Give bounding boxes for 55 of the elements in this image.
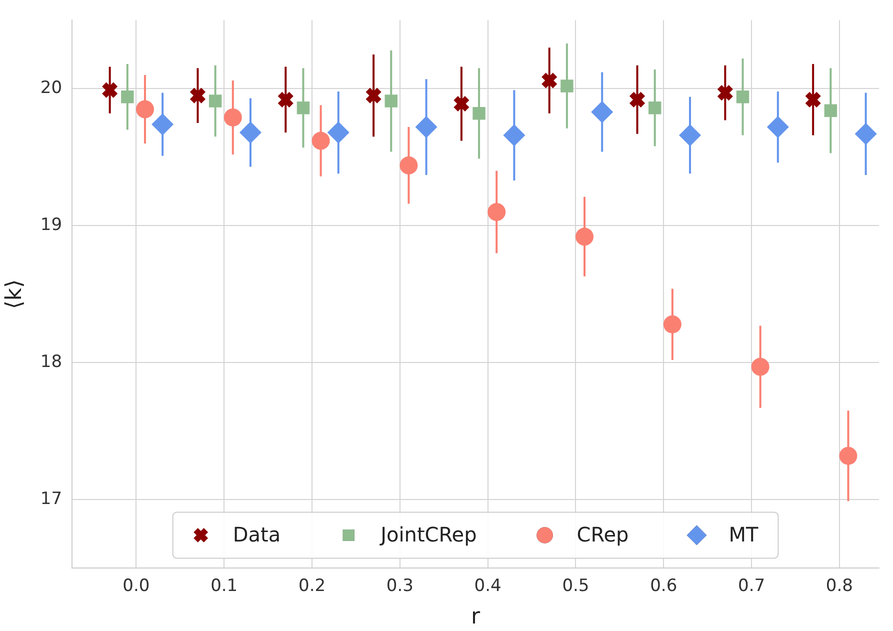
point — [591, 100, 614, 123]
point — [327, 122, 350, 144]
point — [400, 156, 418, 174]
x-tick-label: 0.7 — [738, 576, 766, 596]
point — [136, 100, 154, 118]
point — [736, 90, 750, 104]
y-axis-title: ⟨k⟩ — [2, 279, 27, 310]
point — [540, 72, 558, 90]
point — [766, 116, 789, 138]
y-tick-label: 18 — [40, 352, 62, 372]
x-tick-label: 0.0 — [122, 576, 150, 596]
point — [452, 95, 470, 112]
point — [576, 228, 594, 246]
point — [208, 94, 222, 108]
x-tick-label: 0.6 — [650, 576, 678, 596]
point — [648, 102, 662, 114]
point — [224, 108, 242, 126]
x-tick-label: 0.8 — [826, 576, 853, 596]
point — [312, 132, 330, 150]
point — [296, 102, 310, 114]
point — [716, 84, 734, 102]
x-axis-title: r — [470, 604, 481, 630]
point — [239, 122, 262, 144]
legend-label: Data — [232, 522, 281, 546]
point — [189, 86, 206, 104]
point — [472, 106, 486, 120]
point — [804, 91, 822, 108]
point — [364, 86, 382, 104]
point — [121, 90, 134, 104]
point — [152, 113, 174, 136]
point — [488, 203, 506, 221]
legend-label: CRep — [576, 522, 629, 546]
point — [101, 81, 118, 99]
point — [628, 91, 646, 108]
y-tick-label: 17 — [40, 489, 62, 510]
point — [854, 122, 877, 145]
x-tick-label: 0.5 — [562, 576, 590, 596]
point — [839, 446, 858, 465]
point — [663, 315, 682, 334]
y-tick-label: 19 — [40, 215, 62, 236]
point — [679, 124, 702, 146]
x-tick-label: 0.3 — [386, 576, 414, 596]
point — [503, 124, 526, 146]
legend-label: JointCRep — [378, 522, 477, 546]
point — [560, 80, 574, 92]
point — [276, 91, 294, 108]
x-tick-label: 0.4 — [474, 576, 502, 596]
y-tick-label: 20 — [40, 78, 62, 98]
x-tick-label: 0.2 — [298, 576, 326, 596]
x-tick-label: 0.1 — [210, 576, 238, 596]
point — [415, 116, 438, 138]
point — [824, 104, 838, 117]
point — [751, 358, 770, 376]
legend-label: MT — [728, 522, 759, 546]
point — [384, 94, 398, 108]
